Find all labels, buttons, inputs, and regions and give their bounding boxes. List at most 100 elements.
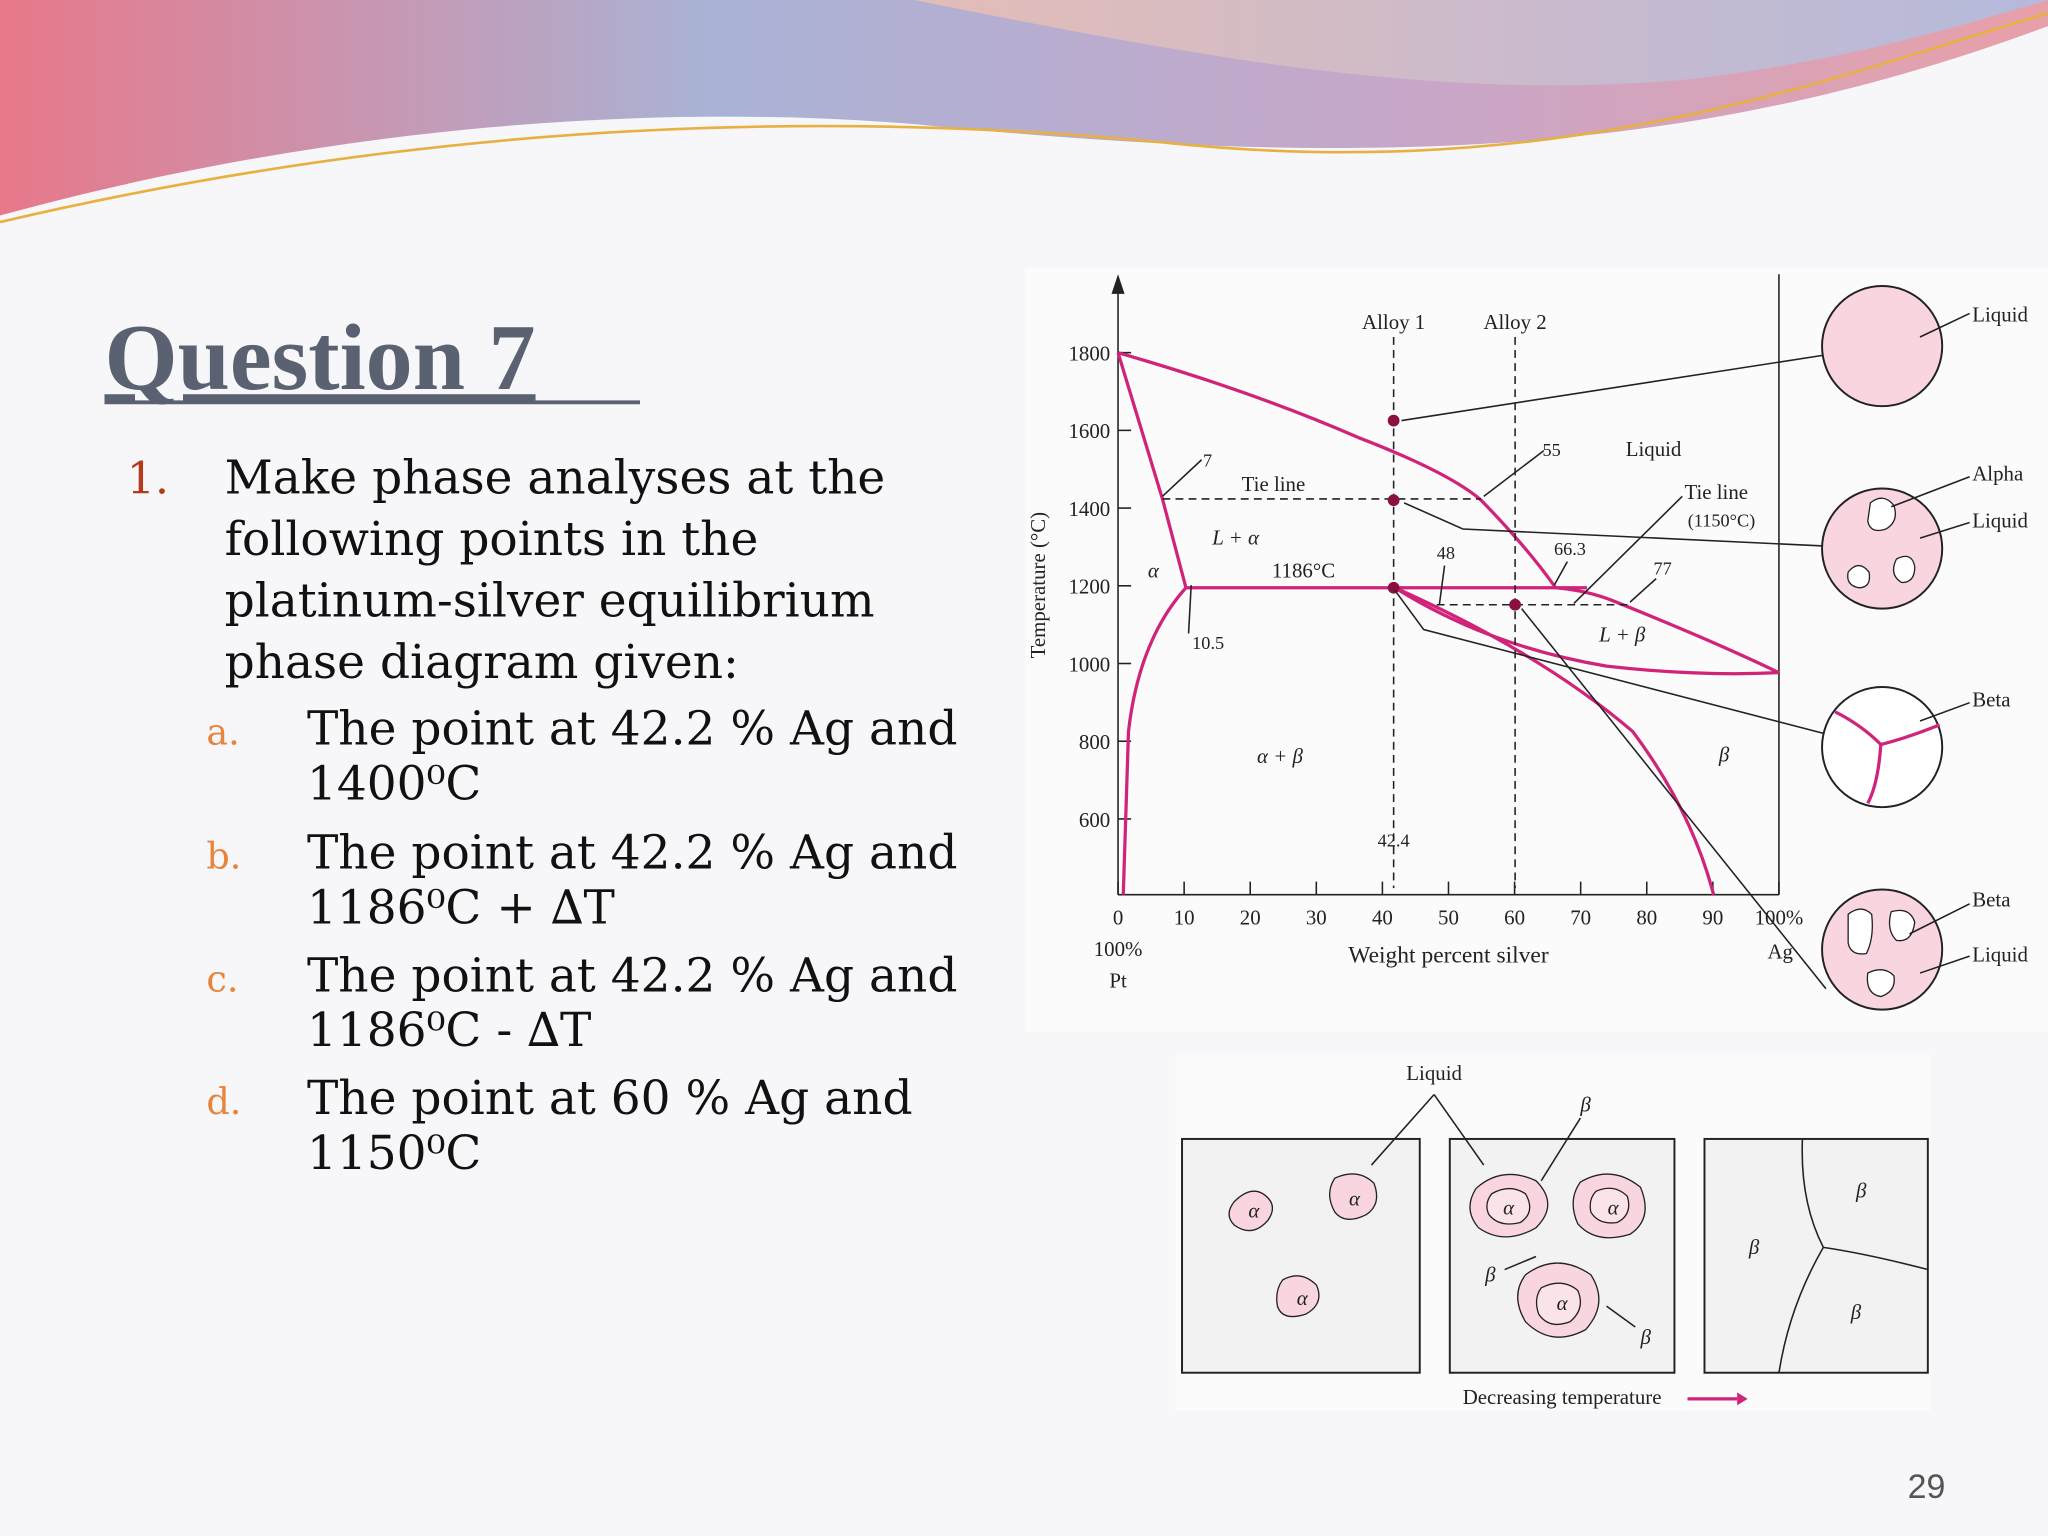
label: L + β [1598, 622, 1646, 646]
label: β [1640, 1325, 1652, 1349]
label: Liquid [1406, 1061, 1462, 1085]
label: β [1579, 1093, 1591, 1117]
label: α [1608, 1196, 1620, 1220]
particle [1276, 1275, 1320, 1318]
label: β [1718, 742, 1730, 766]
label: Alloy 1 [1362, 310, 1425, 334]
x-tick-label: 70 [1570, 906, 1591, 930]
x-tick-label: 40 [1372, 906, 1393, 930]
grain-boundaries [1834, 710, 1941, 805]
label: 48 [1437, 543, 1455, 563]
question-line: phase diagram given: [225, 635, 739, 690]
x-tick-label: 60 [1504, 906, 1525, 930]
panel-1 [1181, 1137, 1421, 1374]
y-tick-label: 600 [1079, 808, 1110, 832]
point [1509, 598, 1521, 611]
item-line: The point at 42.2 % Ag and [307, 826, 957, 881]
label: α [1248, 1198, 1260, 1222]
x-tick-label: 0 [1113, 906, 1123, 930]
label: 7 [1203, 450, 1212, 470]
panel-3 [1703, 1137, 1929, 1374]
item-marker: a. [206, 710, 239, 753]
particle [1228, 1190, 1274, 1232]
y-ticks: 1800 1600 1400 1200 1000 800 600 [1068, 341, 1132, 832]
item-marker: b. [206, 835, 241, 878]
y-axis-title: Temperature (°C) [1026, 512, 1050, 659]
header-wave-2 [914, 0, 2048, 86]
left-end-pct: 100% [1094, 937, 1143, 961]
x-tick-label: 10 [1174, 906, 1195, 930]
label: β [1484, 1262, 1496, 1286]
alpha-grains [1847, 497, 1916, 589]
point [1387, 494, 1400, 507]
point [1387, 414, 1400, 427]
micro-leaders [1890, 312, 1970, 974]
item-marker: c. [206, 957, 238, 1000]
liquidus [1117, 351, 1557, 589]
x-ticks: 0 10 20 30 40 50 60 70 80 90 100% [1113, 881, 1803, 930]
slide-title: Question 7 [104, 306, 535, 410]
y-tick-label: 1400 [1068, 497, 1110, 521]
label: α [1557, 1291, 1569, 1315]
question-line: following points in the [225, 512, 759, 567]
y-tick-label: 800 [1079, 730, 1110, 754]
label: β [1855, 1179, 1867, 1203]
phase-diagram: 1800 1600 1400 1200 1000 800 600 0 10 20 30 40 50 60… [1025, 267, 2048, 1032]
label: β [1748, 1235, 1760, 1259]
item-line: 1186⁰C - ∆T [307, 1003, 591, 1058]
label: 10.5 [1192, 633, 1224, 653]
label: Alloy 2 [1483, 310, 1546, 334]
grain-boundaries [1778, 1138, 1929, 1373]
header-stroke [0, 11, 2048, 224]
left-end-el: Pt [1109, 968, 1127, 992]
label: 66.3 [1554, 539, 1586, 559]
micro-label: Liquid [1972, 509, 2028, 533]
y-tick-label: 1000 [1068, 652, 1110, 676]
page-number: 29 [1908, 1468, 1946, 1506]
label: Tie line [1242, 472, 1306, 496]
micro-labels: Liquid Alpha Liquid Beta Beta Liquid [1972, 302, 2028, 966]
label: 1186°C [1272, 558, 1335, 582]
points [1387, 414, 1521, 611]
label: L + α [1211, 526, 1260, 550]
inner-alpha [1486, 1187, 1630, 1326]
x-tick-label: 20 [1240, 906, 1261, 930]
item-line: The point at 42.2 % Ag and [307, 701, 957, 756]
label: α [1349, 1187, 1361, 1211]
question-line: platinum-silver equilibrium [225, 573, 875, 628]
alpha-solvus [1121, 586, 1188, 895]
x-tick-label: 80 [1636, 906, 1657, 930]
label: 55 [1543, 440, 1561, 460]
y-tick-label: 1200 [1068, 575, 1110, 599]
caption: Decreasing temperature [1463, 1385, 1662, 1409]
point [1387, 581, 1400, 594]
item-line: The point at 60 % Ag and [307, 1071, 913, 1126]
label: α [1148, 558, 1160, 582]
label: β [1850, 1300, 1862, 1324]
particle [1328, 1173, 1378, 1220]
micro-label: Alpha [1972, 462, 2023, 486]
item-line: 1400⁰C [307, 756, 481, 811]
label: α [1503, 1196, 1515, 1220]
arrow-head [1737, 1392, 1748, 1406]
question-text: Make phase analyses at the following poin… [206, 451, 957, 1181]
label: 42.4 [1378, 830, 1410, 850]
beta-solvus [1394, 586, 1716, 896]
micro-label: Liquid [1972, 942, 2028, 966]
label: Tie line [1684, 480, 1748, 504]
question-line: Make phase analyses at the [225, 451, 886, 506]
label: α + β [1257, 744, 1303, 768]
micro-label: Liquid [1972, 302, 2028, 326]
label: (1150°C) [1688, 510, 1756, 531]
micro-label: Beta [1972, 887, 2010, 911]
item-line: The point at 42.2 % Ag and [307, 948, 957, 1003]
y-tick-label: 1600 [1068, 419, 1110, 443]
x-tick-label: 50 [1438, 906, 1459, 930]
item-marker: d. [206, 1080, 241, 1123]
label: α [1297, 1286, 1309, 1310]
beta-grains [1847, 908, 1916, 998]
sequence-figure: Liquid β α α α α α α β β β β β Decreasin… [1175, 1055, 1931, 1411]
